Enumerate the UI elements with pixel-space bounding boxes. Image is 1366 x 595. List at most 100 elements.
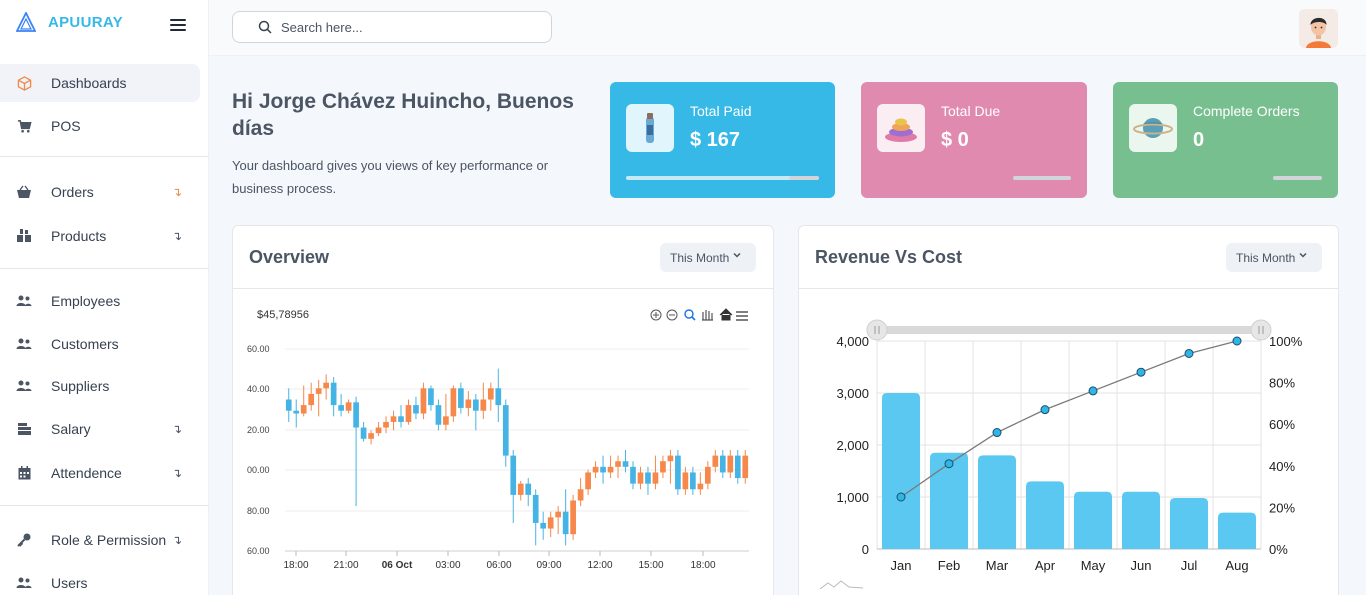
dropdown-value: This Month [670, 250, 730, 265]
sidebar-item-role-permission[interactable]: Role & Permission ↴ [0, 521, 200, 559]
users-icon [16, 378, 32, 394]
zoom-out-icon[interactable] [666, 309, 678, 321]
pan-hand-icon[interactable] [702, 310, 713, 321]
sidebar-item-employees[interactable]: Employees [0, 282, 200, 320]
candle-body [315, 388, 322, 394]
sidebar-item-products[interactable]: Products ↴ [0, 217, 200, 255]
sidebar-divider [0, 505, 209, 506]
x-tick-label: Apr [1035, 558, 1056, 573]
line-point [1184, 348, 1194, 358]
expand-arrow-icon[interactable]: ↴ [172, 229, 183, 243]
range-slider-handle-left[interactable] [866, 319, 888, 341]
users-icon [16, 575, 32, 591]
cumulative-line [900, 340, 1238, 498]
line-point [1232, 336, 1242, 346]
candle-body [308, 393, 315, 406]
stat-card-complete-orders[interactable]: Complete Orders 0 [1113, 82, 1338, 198]
candle-body [660, 461, 666, 473]
sidebar-item-salary[interactable]: Salary ↴ [0, 410, 200, 448]
sidebar-item-pos[interactable]: POS [0, 107, 200, 145]
zoom-in-icon[interactable] [650, 309, 662, 321]
stat-progress-track-end [789, 176, 819, 180]
expand-arrow-icon[interactable]: ↴ [172, 533, 183, 547]
sidebar-item-dashboards[interactable]: Dashboards [0, 64, 200, 102]
y-tick-label: 20.00 [247, 425, 270, 435]
planet-icon [1129, 104, 1177, 152]
logo-icon [16, 12, 36, 32]
sidebar-item-label: POS [51, 118, 81, 134]
revenue-chart: 4,000 3,000 2,000 1,000 0 100% 80% 60% 40% 20% 0% J… [799, 289, 1338, 595]
range-slider-track[interactable] [877, 326, 1261, 334]
candle-body [323, 382, 330, 389]
sidebar-item-attendence[interactable]: Attendence ↴ [0, 454, 200, 492]
chevron-down-icon [1299, 252, 1307, 258]
sidebar-item-label: Attendence [51, 465, 122, 481]
y-right-tick-label: 20% [1269, 500, 1295, 515]
range-slider-handle-right[interactable] [1250, 319, 1272, 341]
candle-body [517, 483, 524, 495]
brand-logo[interactable]: APUURAY [16, 12, 123, 32]
search-box[interactable] [232, 11, 552, 43]
zoom-selection-icon[interactable] [684, 309, 696, 321]
revenue-panel-header: Revenue Vs Cost This Month [799, 226, 1338, 289]
price-label: $45,78956 [257, 309, 309, 321]
x-tick-label: Jul [1181, 558, 1198, 573]
stat-card-total-paid[interactable]: Total Paid $ 167 [610, 82, 835, 198]
y-tick-label: 80.00 [247, 506, 270, 516]
y-right-tick-label: 40% [1269, 459, 1295, 474]
stat-card-total-due[interactable]: Total Due $ 0 [861, 82, 1087, 198]
sidebar-item-users[interactable]: Users [0, 564, 200, 595]
stat-label: Total Due [941, 103, 1001, 119]
candle-body [555, 511, 562, 518]
x-tick-label: 06 Oct [382, 560, 413, 571]
menu-toggle-icon[interactable] [170, 19, 186, 31]
sidebar-item-label: Role & Permission [51, 532, 167, 548]
candle-body [390, 416, 397, 422]
candle-body [398, 416, 404, 422]
candle-body [667, 455, 674, 462]
calendar-icon [16, 465, 32, 481]
grip-icon [1258, 326, 1264, 334]
x-tick-label: 18:00 [283, 560, 308, 571]
candle-body [345, 402, 352, 411]
chart-menu-icon[interactable] [736, 311, 748, 321]
y-right-tick-label: 80% [1269, 376, 1295, 391]
sidebar-item-suppliers[interactable]: Suppliers [0, 367, 200, 405]
sidebar-item-orders[interactable]: Orders ↴ [0, 173, 200, 211]
stat-value: $ 0 [941, 129, 969, 151]
line-point [992, 428, 1002, 438]
expand-arrow-icon[interactable]: ↴ [172, 466, 183, 480]
candle-body [458, 388, 464, 408]
sidebar-item-customers[interactable]: Customers [0, 325, 200, 363]
overview-period-dropdown[interactable]: This Month [660, 243, 756, 272]
candle-body [607, 466, 614, 473]
candle-body [622, 461, 629, 467]
search-input[interactable] [281, 19, 531, 35]
candle-body [727, 455, 734, 473]
reset-home-icon[interactable] [719, 308, 733, 321]
rings-icon [877, 104, 925, 152]
candle-body [630, 466, 636, 484]
candle-body [487, 388, 494, 400]
stat-progress-bar [1013, 176, 1071, 180]
revenue-period-dropdown[interactable]: This Month [1226, 243, 1322, 272]
stat-value: 0 [1193, 129, 1205, 151]
sidebar-item-label: Salary [51, 421, 91, 437]
basket-icon [16, 184, 32, 200]
y-left-tick-label: 2,000 [836, 438, 869, 453]
bottle-icon [626, 104, 674, 152]
user-avatar[interactable] [1299, 9, 1338, 48]
bar [978, 455, 1016, 549]
expand-arrow-icon[interactable]: ↴ [172, 422, 183, 436]
expand-arrow-icon[interactable]: ↴ [172, 185, 183, 199]
stat-progress-bar [1273, 176, 1322, 180]
candle-body [472, 399, 479, 411]
range-slider[interactable] [866, 319, 1272, 341]
revenue-cost-panel: Revenue Vs Cost This Month 4,000 3,000 2,0… [798, 225, 1339, 595]
candle-body [502, 405, 509, 456]
candle-body [652, 472, 659, 484]
bar [1074, 491, 1112, 549]
y-right-tick-label: 100% [1269, 334, 1303, 349]
candle-body [510, 455, 517, 495]
bar [1218, 512, 1256, 549]
